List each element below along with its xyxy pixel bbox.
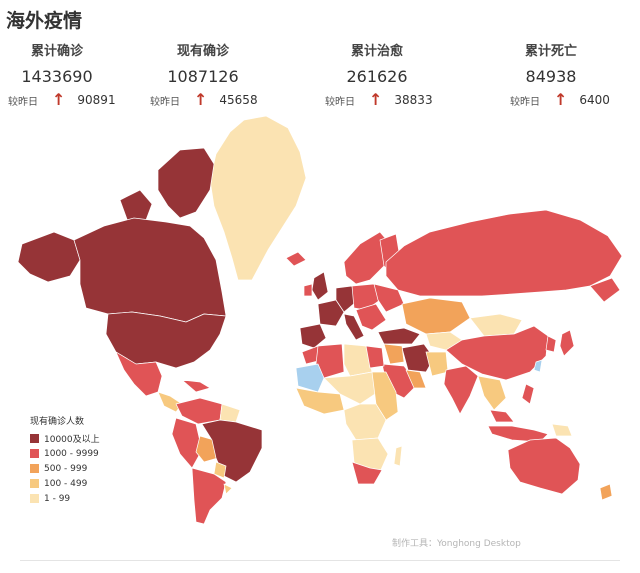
legend-label: 10000及以上 xyxy=(44,435,100,445)
stat-delta: 较昨日 ↑ 38833 xyxy=(325,92,433,108)
region-ukraine[interactable] xyxy=(373,283,405,313)
legend-swatch xyxy=(30,449,39,458)
legend-item: 10000及以上 xyxy=(30,431,100,446)
delta-value: 90891 xyxy=(77,93,116,107)
region-paraguay[interactable] xyxy=(213,461,227,479)
region-australia[interactable] xyxy=(507,437,581,495)
arrow-up-icon: ↑ xyxy=(52,90,66,109)
region-egypt[interactable] xyxy=(365,345,385,369)
region-se-asia[interactable] xyxy=(477,375,507,411)
region-afghanistan-pakistan[interactable] xyxy=(425,351,449,377)
region-malaysia[interactable] xyxy=(489,409,515,423)
region-west-africa[interactable] xyxy=(295,387,345,415)
region-alaska[interactable] xyxy=(17,231,81,283)
region-balkans[interactable] xyxy=(355,303,387,331)
map-legend: 现有确诊人数 10000及以上 1000 - 9999 500 - 999 10… xyxy=(30,414,100,506)
legend-swatch xyxy=(30,494,39,503)
legend-label: 500 - 999 xyxy=(44,463,88,474)
region-algeria[interactable] xyxy=(315,343,345,379)
region-uruguay[interactable] xyxy=(223,483,233,495)
stat-current-confirmed: 现有确诊 1087126 xyxy=(133,40,273,86)
delta-value: 6400 xyxy=(579,93,610,107)
region-gulf[interactable] xyxy=(405,369,427,389)
legend-item: 500 - 999 xyxy=(30,461,100,476)
stat-value: 1433690 xyxy=(21,67,93,86)
region-guianas[interactable] xyxy=(219,403,241,423)
legend-label: 100 - 499 xyxy=(44,478,88,489)
region-iraq-syria[interactable] xyxy=(383,343,405,365)
legend-title: 现有确诊人数 xyxy=(30,417,85,427)
arrow-up-icon: ↑ xyxy=(554,90,568,109)
stat-label: 累计确诊 xyxy=(30,44,83,59)
delta-value: 45658 xyxy=(219,93,258,107)
region-iceland[interactable] xyxy=(285,251,307,267)
region-central-africa[interactable] xyxy=(343,403,387,441)
region-philippines[interactable] xyxy=(521,383,535,405)
region-germany-benelux[interactable] xyxy=(335,285,357,313)
legend-label: 1 - 99 xyxy=(44,493,71,504)
region-caribbean[interactable] xyxy=(181,379,211,393)
region-iberia[interactable] xyxy=(299,323,327,349)
legend-swatch xyxy=(30,464,39,473)
region-kazakhstan[interactable] xyxy=(401,297,471,335)
region-turkey[interactable] xyxy=(377,327,421,345)
legend-item: 1 - 99 xyxy=(30,491,100,506)
region-india[interactable] xyxy=(443,365,479,415)
stat-delta: 较昨日 ↑ 90891 xyxy=(8,92,116,108)
world-map xyxy=(17,115,623,525)
stat-deaths: 累计死亡 84938 xyxy=(481,40,621,86)
region-madagascar[interactable] xyxy=(393,445,403,467)
region-russia-east[interactable] xyxy=(589,277,621,303)
region-libya-niger[interactable] xyxy=(295,363,325,393)
region-taiwan[interactable] xyxy=(533,359,543,373)
region-arctic-islands[interactable] xyxy=(119,189,153,223)
region-canada[interactable] xyxy=(73,217,227,323)
delta-label: 较昨日 xyxy=(150,96,180,108)
legend-item: 1000 - 9999 xyxy=(30,446,100,461)
region-russia[interactable] xyxy=(385,209,623,297)
arrow-up-icon: ↑ xyxy=(194,90,208,109)
region-ireland[interactable] xyxy=(303,283,313,297)
page-title: 海外疫情 xyxy=(6,10,83,32)
region-arctic-islands[interactable] xyxy=(157,147,215,219)
stat-value: 84938 xyxy=(525,67,577,86)
stat-value: 261626 xyxy=(346,67,408,86)
legend-swatch xyxy=(30,434,39,443)
credit-text: 制作工具：Yonghong Desktop xyxy=(392,539,521,549)
delta-label: 较昨日 xyxy=(510,96,540,108)
arrow-up-icon: ↑ xyxy=(369,90,383,109)
region-png[interactable] xyxy=(551,423,573,437)
stat-total-confirmed: 累计确诊 1433690 xyxy=(0,40,127,86)
stat-label: 累计死亡 xyxy=(524,44,577,59)
region-italy[interactable] xyxy=(343,313,365,341)
stat-recovered: 累计治愈 261626 xyxy=(307,40,447,86)
region-uk[interactable] xyxy=(311,271,329,301)
region-brazil[interactable] xyxy=(201,419,263,483)
stat-label: 现有确诊 xyxy=(176,44,229,59)
stat-delta: 较昨日 ↑ 45658 xyxy=(150,92,258,108)
stat-value: 1087126 xyxy=(167,67,239,86)
region-korea[interactable] xyxy=(545,335,557,353)
region-chile-argentina[interactable] xyxy=(191,467,227,525)
legend-item: 100 - 499 xyxy=(30,476,100,491)
delta-value: 38833 xyxy=(394,93,433,107)
legend-label: 1000 - 9999 xyxy=(44,448,99,459)
stat-label: 累计治愈 xyxy=(350,44,403,59)
region-france[interactable] xyxy=(317,299,345,327)
region-new-zealand[interactable] xyxy=(599,483,613,501)
region-indonesia[interactable] xyxy=(487,425,549,443)
delta-label: 较昨日 xyxy=(8,96,38,108)
region-japan[interactable] xyxy=(559,329,575,357)
region-south-africa[interactable] xyxy=(351,461,383,485)
region-peru-ecuador[interactable] xyxy=(171,417,203,469)
delta-label: 较昨日 xyxy=(325,96,355,108)
region-mongolia[interactable] xyxy=(469,313,523,337)
divider xyxy=(20,560,620,561)
legend-swatch xyxy=(30,479,39,488)
stat-delta: 较昨日 ↑ 6400 xyxy=(510,92,610,108)
